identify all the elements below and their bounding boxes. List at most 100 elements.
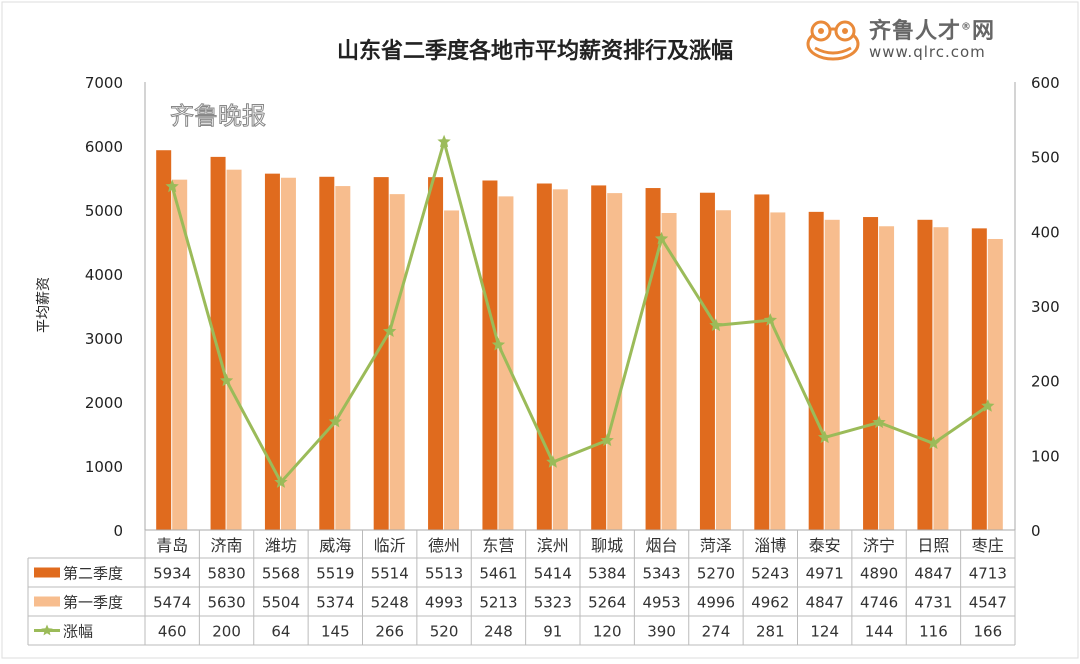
bar-q1 xyxy=(770,212,786,530)
legend-swatch xyxy=(34,567,60,578)
table-cell: 5323 xyxy=(534,594,572,612)
y2-tick-label: 200 xyxy=(1031,373,1060,391)
table-cell: 281 xyxy=(756,623,785,641)
growth-marker-star xyxy=(763,313,777,326)
bar-q2 xyxy=(482,180,498,530)
y2-tick-label: 400 xyxy=(1031,223,1060,241)
bar-q2 xyxy=(699,192,715,530)
bar-q2 xyxy=(645,188,661,530)
x-tick-label: 泰安 xyxy=(809,536,841,555)
table-cell: 5243 xyxy=(751,565,789,583)
watermark: 齐鲁晚报 xyxy=(170,102,267,131)
table-cell: 460 xyxy=(158,623,187,641)
y2-tick-label: 100 xyxy=(1031,447,1060,465)
bar-q1 xyxy=(824,219,840,531)
table-cell: 5384 xyxy=(588,565,626,583)
y-tick-label: 6000 xyxy=(85,138,123,156)
bar-q2 xyxy=(754,194,770,530)
table-cell: 5414 xyxy=(534,565,572,583)
legend-label: 第二季度 xyxy=(63,565,123,583)
table-cell: 116 xyxy=(919,623,948,641)
y-tick-label: 3000 xyxy=(85,330,123,348)
bar-q1 xyxy=(552,189,568,530)
y-tick-label: 2000 xyxy=(85,394,123,412)
legend-label: 涨幅 xyxy=(63,623,93,641)
x-tick-label: 菏泽 xyxy=(700,536,732,555)
bar-q2 xyxy=(210,156,226,530)
growth-marker-star xyxy=(872,415,886,429)
table-cell: 274 xyxy=(702,623,731,641)
growth-marker-star xyxy=(274,475,288,488)
table-cell: 5264 xyxy=(588,594,626,612)
table-cell: 5830 xyxy=(207,565,245,583)
legend-label: 第一季度 xyxy=(63,594,123,612)
table-cell: 5934 xyxy=(153,565,191,583)
bar-q1 xyxy=(226,169,242,530)
y2-tick-label: 0 xyxy=(1031,522,1041,540)
growth-marker-star xyxy=(709,318,723,332)
bar-q2 xyxy=(319,176,335,530)
bar-q1 xyxy=(715,210,731,531)
legend-star-icon xyxy=(41,624,53,636)
table-cell: 144 xyxy=(865,623,894,641)
bar-q1 xyxy=(879,226,895,531)
bar-q2 xyxy=(373,177,389,530)
x-tick-label: 烟台 xyxy=(646,536,678,555)
logo-url: www.qlrc.com xyxy=(869,42,986,61)
growth-marker-star xyxy=(437,134,451,148)
bar-q1 xyxy=(607,193,623,530)
table-cell: 5248 xyxy=(371,594,409,612)
bar-q1 xyxy=(661,213,677,530)
registered-mark: ® xyxy=(961,21,973,33)
bar-q1 xyxy=(933,227,949,530)
table-cell: 5513 xyxy=(425,565,463,583)
x-tick-label: 聊城 xyxy=(591,536,623,555)
y-tick-label: 1000 xyxy=(85,458,123,476)
table-cell: 4953 xyxy=(642,594,680,612)
table-cell: 5213 xyxy=(479,594,517,612)
table-cell: 5519 xyxy=(316,565,354,583)
bar-q1 xyxy=(987,238,1003,530)
table-cell: 91 xyxy=(543,623,562,641)
y-tick-label: 4000 xyxy=(85,266,123,284)
bar-q1 xyxy=(444,210,460,530)
growth-marker-star xyxy=(383,324,397,337)
table-cell: 5568 xyxy=(262,565,300,583)
bar-q2 xyxy=(428,177,444,530)
y2-tick-label: 600 xyxy=(1031,74,1060,92)
table-cell: 520 xyxy=(430,623,459,641)
bar-q2 xyxy=(971,228,987,531)
growth-marker-star xyxy=(818,430,832,444)
y2-tick-label: 500 xyxy=(1031,149,1060,167)
x-tick-label: 济宁 xyxy=(863,536,895,555)
x-tick-label: 枣庄 xyxy=(972,536,1004,555)
table-cell: 5474 xyxy=(153,594,191,612)
growth-marker-star xyxy=(165,179,179,193)
table-cell: 4547 xyxy=(969,594,1007,612)
bar-q2 xyxy=(591,185,607,530)
x-tick-label: 滨州 xyxy=(537,536,569,555)
table-cell: 4847 xyxy=(914,565,952,583)
bar-q1 xyxy=(389,194,405,531)
bar-q1 xyxy=(335,186,351,530)
table-cell: 4713 xyxy=(969,565,1007,583)
x-tick-label: 淄博 xyxy=(754,536,786,555)
bar-q1 xyxy=(172,179,188,530)
growth-marker-star xyxy=(926,436,941,449)
table-cell: 4993 xyxy=(425,594,463,612)
logo-suffix: 网 xyxy=(972,18,996,44)
logo: 齐鲁人才®网 www.qlrc.com xyxy=(805,18,995,62)
x-tick-label: 德州 xyxy=(428,536,460,555)
x-tick-label: 临沂 xyxy=(374,536,406,555)
chart-title: 山东省二季度各地市平均薪资排行及涨幅 xyxy=(337,38,733,64)
table-cell: 145 xyxy=(321,623,350,641)
table-cell: 4731 xyxy=(914,594,952,612)
y-tick-label: 5000 xyxy=(85,202,123,220)
logo-name: 齐鲁人才 xyxy=(869,18,962,44)
table-cell: 390 xyxy=(647,623,676,641)
bar-q2 xyxy=(156,150,172,530)
y-tick-label: 7000 xyxy=(85,74,123,92)
legend-swatch xyxy=(34,596,60,607)
table-cell: 5514 xyxy=(371,565,409,583)
